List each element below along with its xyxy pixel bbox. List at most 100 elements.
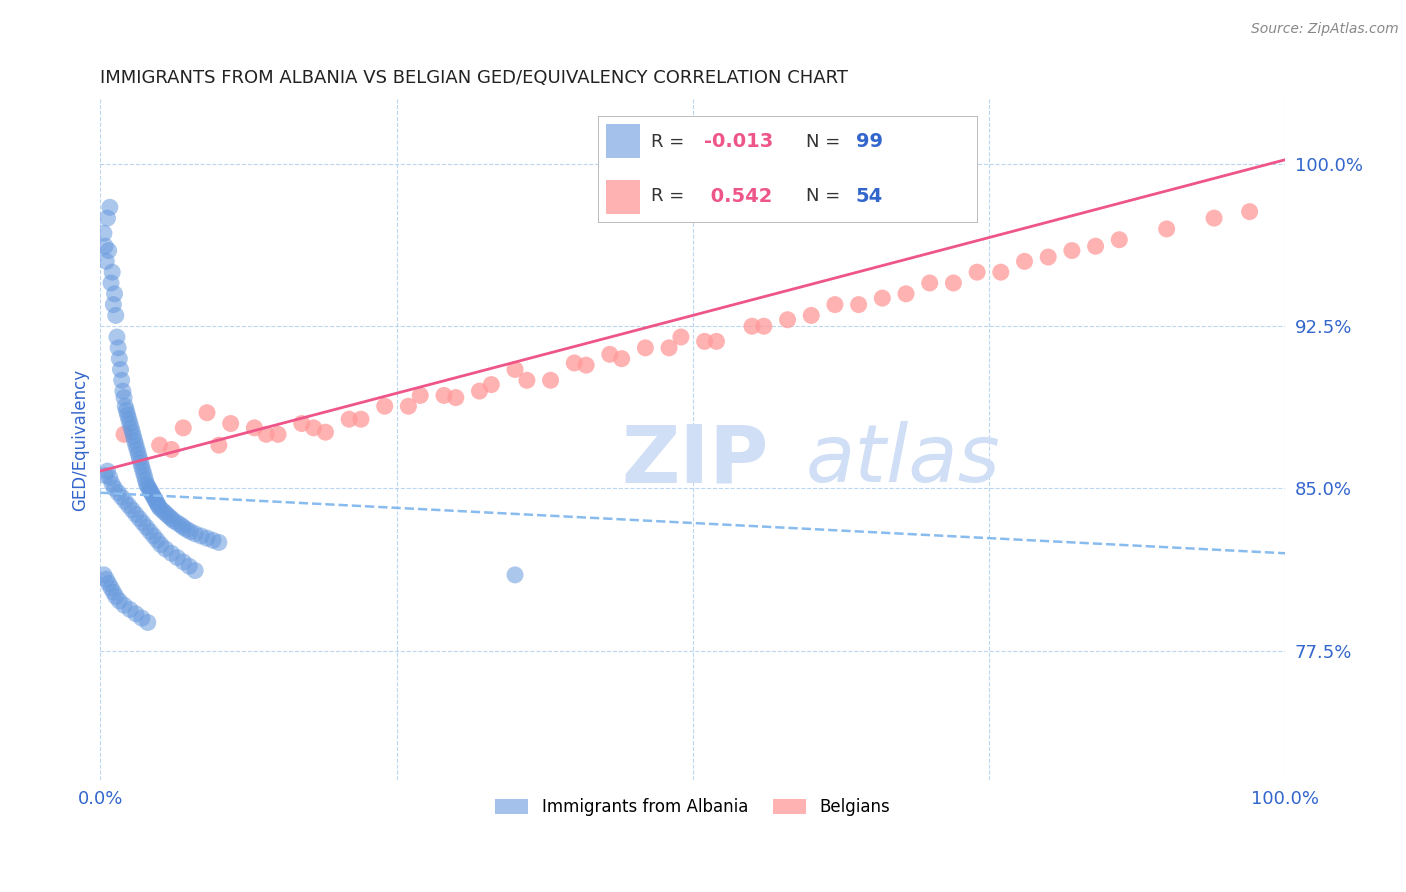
Point [634,341,657,355]
Point [94,239,117,253]
Point [1014,254,1036,268]
Point [103,585,125,599]
Point [291,417,314,431]
Point [118,499,141,513]
Point [104,590,127,604]
Point [115,403,138,417]
Point [350,412,373,426]
Point [121,425,143,440]
Point [966,265,988,279]
Y-axis label: GED/Equivalency: GED/Equivalency [72,368,89,511]
Point [752,319,775,334]
Point [111,490,134,504]
Point [433,388,456,402]
Point [125,607,148,621]
Point [208,438,231,452]
Text: IMMIGRANTS FROM ALBANIA VS BELGIAN GED/EQUIVALENCY CORRELATION CHART: IMMIGRANTS FROM ALBANIA VS BELGIAN GED/E… [100,69,848,87]
Point [575,358,598,372]
Point [156,508,179,522]
Point [93,226,115,240]
Point [669,330,692,344]
Legend: Immigrants from Albania, Belgians: Immigrants from Albania, Belgians [488,792,897,823]
Point [658,341,681,355]
Point [195,531,218,545]
Point [170,518,193,533]
Point [104,309,127,323]
Point [267,427,290,442]
Text: ZIP: ZIP [621,421,769,500]
Point [96,572,118,586]
Point [118,602,141,616]
Point [824,297,846,311]
Point [848,297,870,311]
Point [139,483,162,498]
Point [219,417,242,431]
Point [155,541,177,556]
Point [172,555,194,569]
Point [163,514,186,528]
Point [128,451,150,466]
Point [153,505,176,519]
Point [107,341,129,355]
Point [97,244,120,258]
Text: atlas: atlas [806,421,1000,500]
Point [127,447,149,461]
Point [105,330,128,344]
Point [135,520,157,534]
Point [503,567,526,582]
Point [302,421,325,435]
Point [100,581,122,595]
Point [139,524,162,539]
Point [108,351,131,366]
Point [107,485,129,500]
Point [166,516,188,530]
Point [131,459,153,474]
Point [146,533,169,548]
Point [243,421,266,435]
Point [125,442,148,457]
Point [314,425,336,440]
Point [396,399,419,413]
Point [918,276,941,290]
Point [125,438,148,452]
Point [374,399,396,413]
Point [120,421,142,435]
Point [150,503,173,517]
Point [97,576,120,591]
Point [741,319,763,334]
Point [1108,233,1130,247]
Point [195,406,218,420]
Point [118,412,141,426]
Point [136,615,159,630]
Point [516,373,538,387]
Point [990,265,1012,279]
Point [179,559,201,574]
Point [444,391,467,405]
Point [409,388,432,402]
Point [479,377,502,392]
Point [112,427,135,442]
Point [184,526,207,541]
Point [800,309,823,323]
Point [201,533,224,548]
Point [337,412,360,426]
Point [131,611,153,625]
Point [112,598,135,612]
Point [94,468,117,483]
Point [599,347,621,361]
Point [172,421,194,435]
Point [101,265,124,279]
Point [101,477,124,491]
Point [1084,239,1107,253]
Point [149,438,172,452]
Point [145,494,167,508]
Point [1156,222,1178,236]
Text: Source: ZipAtlas.com: Source: ZipAtlas.com [1251,22,1399,37]
Point [117,408,139,422]
Point [93,567,115,582]
Point [129,455,152,469]
Point [122,429,145,443]
Point [124,434,146,448]
Point [96,211,118,226]
Point [1202,211,1225,226]
